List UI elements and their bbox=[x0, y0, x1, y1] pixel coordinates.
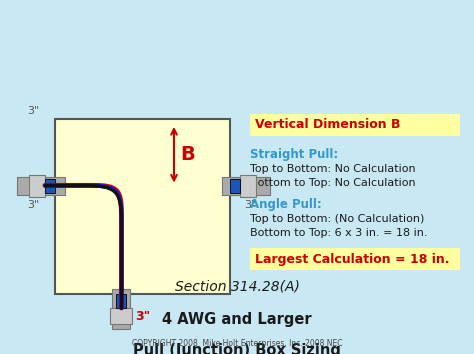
Bar bbox=[110, 308, 133, 324]
Bar bbox=[222, 177, 270, 194]
Bar bbox=[55, 119, 230, 294]
Text: Vertical Dimension B: Vertical Dimension B bbox=[255, 119, 401, 131]
Text: 3": 3" bbox=[136, 309, 151, 322]
Bar bbox=[112, 289, 130, 329]
Bar bbox=[250, 248, 460, 270]
Bar bbox=[230, 178, 240, 193]
Bar bbox=[250, 114, 460, 136]
Text: Bottom to Top: 6 x 3 in. = 18 in.: Bottom to Top: 6 x 3 in. = 18 in. bbox=[250, 228, 428, 238]
Bar bbox=[117, 294, 127, 308]
Text: Angle Pull:: Angle Pull: bbox=[250, 198, 322, 211]
Text: 3": 3" bbox=[27, 106, 39, 116]
Text: 3": 3" bbox=[244, 200, 256, 210]
Text: Top to Bottom: No Calculation: Top to Bottom: No Calculation bbox=[250, 164, 416, 174]
Text: Pull (Junction) Box Sizing: Pull (Junction) Box Sizing bbox=[133, 343, 341, 354]
Text: Top to Bottom: (No Calculation): Top to Bottom: (No Calculation) bbox=[250, 214, 424, 224]
Bar bbox=[29, 175, 45, 196]
Text: Largest Calculation = 18 in.: Largest Calculation = 18 in. bbox=[255, 252, 449, 266]
Bar bbox=[240, 175, 256, 196]
Text: Bottom to Top: No Calculation: Bottom to Top: No Calculation bbox=[250, 178, 416, 188]
Text: Section 314.28(A): Section 314.28(A) bbox=[174, 280, 300, 294]
Text: Straight Pull:: Straight Pull: bbox=[250, 148, 338, 161]
Text: COPYRIGHT 2008  Mike Holt Enterprises, Inc. 2008 NEC: COPYRIGHT 2008 Mike Holt Enterprises, In… bbox=[132, 339, 342, 348]
Bar bbox=[17, 177, 65, 194]
Bar bbox=[45, 178, 55, 193]
Text: B: B bbox=[180, 145, 195, 164]
Text: 3": 3" bbox=[27, 200, 39, 210]
Text: 4 AWG and Larger: 4 AWG and Larger bbox=[162, 312, 312, 326]
